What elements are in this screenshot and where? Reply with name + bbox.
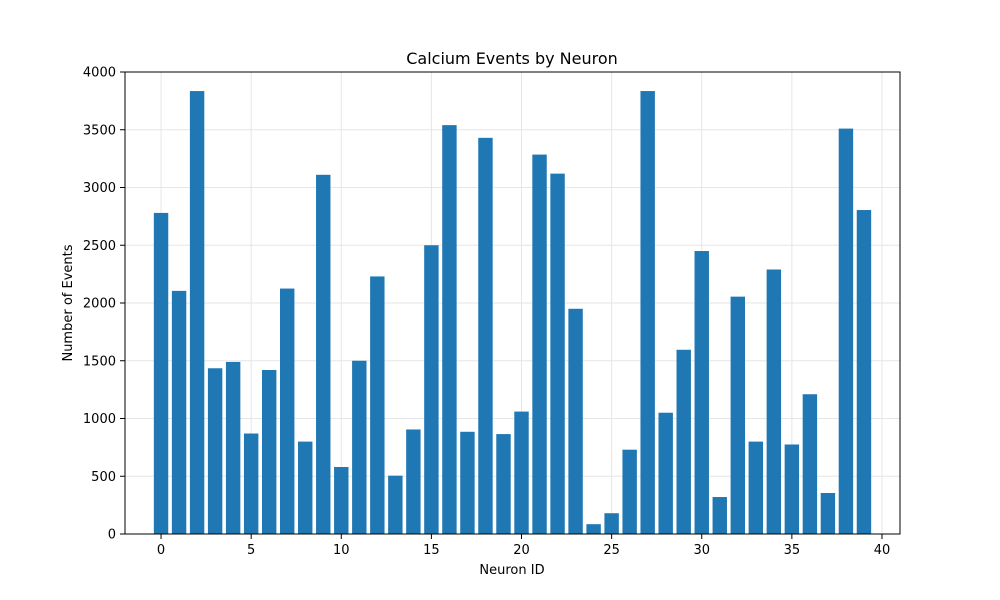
x-tick-label: 20	[513, 543, 530, 558]
bar-neuron-10	[334, 467, 349, 534]
bar-neuron-0	[153, 212, 169, 534]
bar-neuron-39	[856, 210, 872, 534]
x-tick-label: 35	[784, 543, 801, 558]
y-tick-label: 2500	[83, 239, 116, 254]
bar-neuron-1	[171, 290, 187, 534]
y-tick-label: 1500	[83, 354, 116, 369]
bar-series	[153, 91, 872, 535]
bar-neuron-33	[748, 441, 764, 534]
x-tick-label: 15	[423, 543, 440, 558]
bar-neuron-2	[189, 91, 205, 535]
chart-title: Calcium Events by Neuron	[406, 49, 618, 68]
bar-neuron-29	[676, 349, 691, 534]
bar-neuron-13	[388, 475, 403, 534]
y-tick-label: 3000	[83, 181, 116, 196]
bar-neuron-24	[586, 524, 601, 534]
bar-neuron-38	[838, 128, 854, 534]
bar-neuron-14	[406, 429, 421, 534]
x-tick-label: 25	[603, 543, 620, 558]
bar-neuron-5	[243, 433, 259, 534]
bar-neuron-23	[568, 308, 583, 534]
x-tick-label: 40	[874, 543, 891, 558]
bar-neuron-19	[496, 434, 511, 534]
y-tick-label: 0	[108, 528, 116, 543]
bar-neuron-22	[550, 173, 565, 534]
bar-neuron-7	[280, 288, 295, 534]
tick-marks	[120, 71, 883, 539]
bar-neuron-3	[207, 368, 223, 534]
bar-neuron-18	[478, 137, 493, 534]
y-tick-label: 1000	[83, 412, 116, 427]
bar-neuron-8	[298, 441, 313, 534]
bar-neuron-9	[316, 174, 331, 535]
y-tick-label: 2000	[83, 297, 116, 312]
bar-neuron-21	[532, 154, 547, 534]
bar-neuron-28	[658, 412, 673, 534]
bar-neuron-26	[622, 449, 637, 534]
bar-neuron-12	[370, 276, 385, 534]
x-tick-label: 30	[693, 543, 710, 558]
bar-neuron-4	[225, 361, 241, 534]
bar-neuron-32	[730, 296, 745, 534]
bar-neuron-11	[352, 360, 367, 534]
y-tick-label: 4000	[83, 66, 116, 81]
bar-neuron-16	[442, 125, 457, 534]
bar-neuron-27	[640, 91, 655, 535]
x-tick-label: 10	[333, 543, 350, 558]
bar-neuron-34	[766, 269, 782, 534]
grid-lines	[125, 71, 900, 535]
tick-labels: 0 5 10 15 20 25 30 35 40 0 500 1000 1500 2000 2500 3000…	[83, 66, 890, 559]
bar-neuron-15	[424, 245, 439, 534]
bar-neuron-6	[261, 369, 277, 534]
bar-neuron-36	[802, 394, 818, 534]
y-axis-title: Number of Events	[61, 244, 76, 361]
x-tick-label: 5	[247, 543, 255, 558]
bar-neuron-17	[460, 431, 475, 534]
bar-neuron-37	[820, 492, 836, 534]
bar-neuron-31	[712, 497, 727, 534]
bar-neuron-20	[514, 411, 529, 534]
x-axis-title: Neuron ID	[479, 563, 544, 578]
y-tick-label: 3500	[83, 123, 116, 138]
bar-neuron-35	[784, 444, 800, 534]
y-tick-label: 500	[91, 470, 116, 485]
bar-neuron-30	[694, 251, 709, 534]
bar-neuron-25	[604, 513, 619, 534]
x-tick-label: 0	[157, 543, 165, 558]
